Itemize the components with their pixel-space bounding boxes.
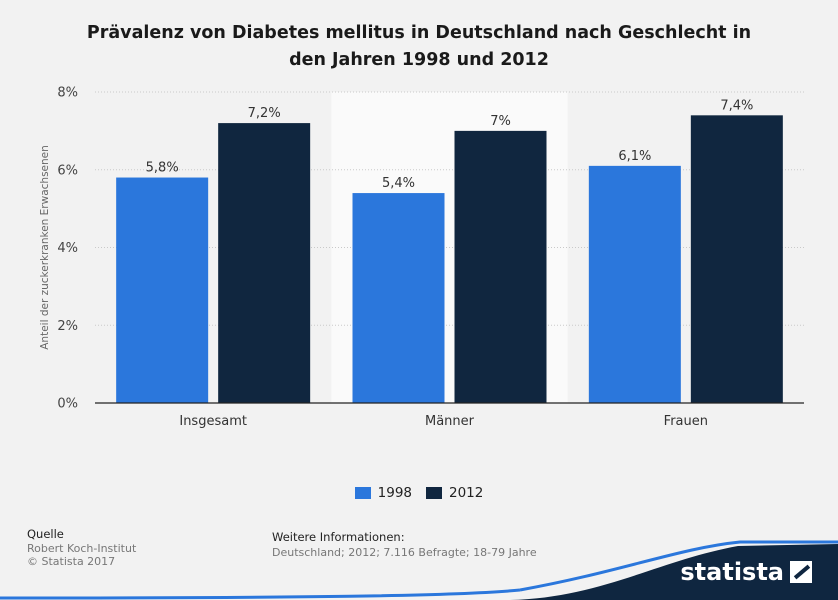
statista-logo-icon	[790, 561, 812, 583]
legend-item-2012[interactable]: 2012	[426, 485, 483, 501]
data-label: 5,8%	[146, 161, 179, 176]
legend-swatch	[354, 487, 371, 499]
data-label: 7%	[490, 114, 511, 129]
legend-label: 2012	[449, 485, 484, 501]
data-label: 5,4%	[382, 176, 415, 191]
chart-legend: 1998 2012	[0, 485, 838, 501]
bar-1998-2	[588, 165, 681, 403]
bar-2012-0	[218, 123, 311, 403]
bar-2012-1	[454, 130, 547, 403]
data-label: 6,1%	[618, 149, 651, 164]
legend-label: 1998	[377, 485, 412, 501]
info-heading[interactable]: Weitere Informationen:	[272, 530, 405, 544]
data-label: 7,2%	[248, 106, 281, 121]
legend-item-1998[interactable]: 1998	[354, 485, 412, 501]
y-tick-label: 0%	[57, 397, 78, 412]
bar-chart: 0% 2% 4% 6% 8% Anteil der zuckerkranken Erwac…	[39, 86, 804, 429]
info-text: Deutschland; 2012; 7.116 Befragte; 18-79…	[272, 546, 537, 559]
y-tick-label: 2%	[57, 319, 78, 334]
chart-title-line-1: Prävalenz von Diabetes mellitus in Deuts…	[86, 23, 752, 43]
y-tick-label: 4%	[57, 241, 78, 256]
chart-title-line-2: den Jahren 1998 und 2012	[289, 50, 549, 70]
bar-2012-2	[690, 115, 783, 403]
info-block: Weitere Informationen: Deutschland; 2012…	[272, 530, 537, 560]
x-category-label: Insgesamt	[179, 414, 247, 429]
brand-name: statista	[680, 558, 784, 586]
bar-1998-1	[352, 193, 445, 403]
copyright-text: © Statista 2017	[27, 555, 116, 568]
source-block: Quelle Robert Koch-Institut © Statista 2…	[27, 527, 137, 569]
data-label: 7,4%	[720, 98, 753, 113]
legend-swatch	[426, 487, 442, 499]
x-category-label: Frauen	[664, 414, 708, 429]
chart-title: Prävalenz von Diabetes mellitus in Deuts…	[60, 20, 778, 74]
source-heading: Quelle	[27, 527, 64, 541]
source-name[interactable]: Robert Koch-Institut	[27, 541, 137, 555]
bar-1998-0	[116, 177, 209, 403]
y-tick-label: 8%	[57, 86, 78, 101]
x-category-label: Männer	[425, 414, 475, 429]
y-axis-title: Anteil der zuckerkranken Erwachsenen	[39, 145, 51, 350]
statista-logo[interactable]: statista	[680, 558, 812, 586]
y-tick-label: 6%	[57, 163, 78, 178]
